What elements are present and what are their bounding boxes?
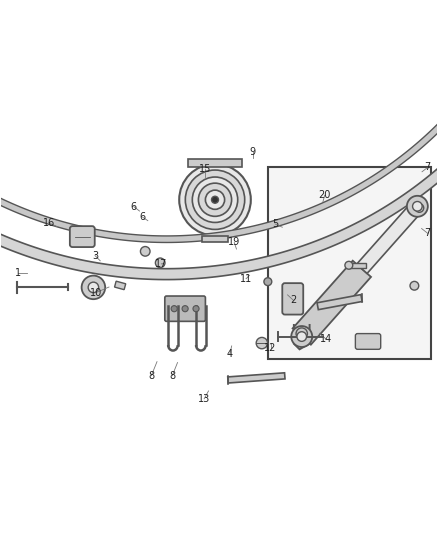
Circle shape [264,278,272,286]
Text: 5: 5 [272,219,279,229]
Bar [268,167,431,359]
FancyBboxPatch shape [165,296,205,321]
Circle shape [81,276,105,299]
Polygon shape [317,295,362,310]
Text: 11: 11 [240,274,252,284]
Bar [202,236,228,241]
FancyBboxPatch shape [70,226,95,247]
Polygon shape [114,281,126,289]
Text: 9: 9 [250,147,256,157]
Text: 14: 14 [320,334,332,344]
Circle shape [179,164,251,236]
Circle shape [297,332,307,341]
Polygon shape [228,373,285,383]
Circle shape [185,170,245,229]
Text: 17: 17 [155,259,168,269]
Polygon shape [357,201,423,273]
Polygon shape [0,2,438,243]
Text: 15: 15 [199,164,211,174]
Bar [188,159,242,167]
Circle shape [212,196,219,203]
Circle shape [171,305,177,312]
Polygon shape [0,0,438,280]
Text: 7: 7 [424,163,431,172]
Circle shape [182,305,188,312]
Text: 12: 12 [264,343,277,353]
FancyBboxPatch shape [282,283,303,314]
Circle shape [291,326,312,347]
Circle shape [198,183,232,216]
Text: 6: 6 [131,201,137,212]
Circle shape [413,201,422,211]
Polygon shape [293,261,371,345]
Circle shape [193,305,199,312]
Circle shape [407,196,428,217]
Polygon shape [349,263,366,268]
Text: 8: 8 [169,370,175,381]
Text: 7: 7 [424,228,431,238]
Circle shape [256,337,268,349]
Circle shape [415,204,424,212]
Text: 13: 13 [198,394,210,404]
Circle shape [155,258,165,268]
Circle shape [345,261,353,269]
Text: 6: 6 [140,212,146,222]
Text: 19: 19 [228,238,240,247]
Text: 1: 1 [15,269,21,278]
Circle shape [88,282,99,293]
Circle shape [205,190,225,209]
Text: 16: 16 [42,218,55,228]
Text: 2: 2 [290,295,297,305]
Text: 10: 10 [90,288,102,298]
Circle shape [296,328,307,340]
Text: 4: 4 [227,349,233,359]
FancyBboxPatch shape [355,334,381,349]
Circle shape [410,281,419,290]
Text: 8: 8 [148,370,154,381]
Text: 3: 3 [92,251,98,261]
Circle shape [192,177,238,222]
Circle shape [141,247,150,256]
Text: 20: 20 [318,190,331,200]
